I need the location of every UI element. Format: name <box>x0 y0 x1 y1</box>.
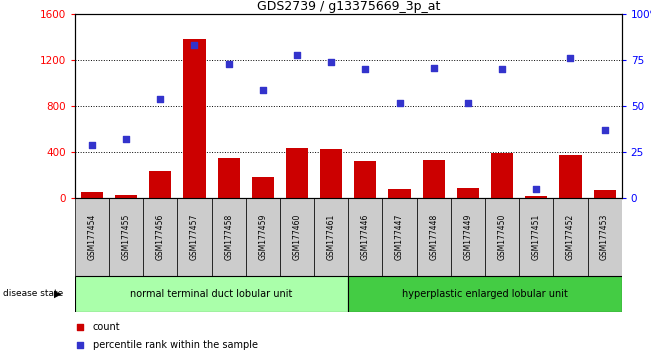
Text: GSM177453: GSM177453 <box>600 214 609 261</box>
Point <box>463 100 473 105</box>
Text: GSM177452: GSM177452 <box>566 214 575 260</box>
Bar <box>389 189 411 198</box>
Bar <box>184 40 206 198</box>
Text: GSM177458: GSM177458 <box>224 214 233 260</box>
Text: GSM177450: GSM177450 <box>497 214 506 261</box>
Text: normal terminal duct lobular unit: normal terminal duct lobular unit <box>130 289 293 299</box>
Text: GSM177451: GSM177451 <box>532 214 541 260</box>
Bar <box>587 198 622 276</box>
Bar <box>75 276 348 312</box>
Bar <box>354 161 376 198</box>
Point <box>223 61 234 67</box>
Point <box>497 67 507 72</box>
Point <box>256 121 266 126</box>
Point <box>326 59 337 65</box>
Text: GSM177456: GSM177456 <box>156 214 165 261</box>
Text: percentile rank within the sample: percentile rank within the sample <box>92 340 258 350</box>
Title: GDS2739 / g13375669_3p_at: GDS2739 / g13375669_3p_at <box>256 0 440 13</box>
Bar <box>81 192 103 198</box>
Text: GSM177460: GSM177460 <box>292 214 301 261</box>
Point <box>565 56 575 61</box>
Text: disease state: disease state <box>3 289 64 298</box>
Point <box>292 52 302 57</box>
Bar <box>348 198 382 276</box>
Bar <box>417 198 450 276</box>
Point <box>531 186 542 192</box>
Text: GSM177455: GSM177455 <box>122 214 131 261</box>
Point <box>395 100 405 105</box>
Bar <box>149 171 171 198</box>
Bar <box>519 198 553 276</box>
Bar <box>594 190 616 198</box>
Bar <box>143 198 177 276</box>
Bar <box>109 198 143 276</box>
Point <box>121 137 132 142</box>
Bar <box>320 149 342 198</box>
Bar <box>422 160 445 198</box>
Bar <box>286 148 308 198</box>
Text: GSM177457: GSM177457 <box>190 214 199 261</box>
Point <box>258 87 268 92</box>
Point <box>87 142 97 148</box>
Bar <box>485 198 519 276</box>
Bar <box>212 198 246 276</box>
Text: GSM177459: GSM177459 <box>258 214 268 261</box>
Bar <box>382 198 417 276</box>
Text: ▶: ▶ <box>54 289 62 299</box>
Bar <box>75 198 109 276</box>
Point <box>360 67 370 72</box>
Point <box>155 96 165 102</box>
Point <box>189 42 200 48</box>
Point <box>428 65 439 70</box>
Text: GSM177448: GSM177448 <box>429 214 438 260</box>
Bar <box>246 198 280 276</box>
Point <box>600 127 610 133</box>
Text: hyperplastic enlarged lobular unit: hyperplastic enlarged lobular unit <box>402 289 568 299</box>
Bar <box>280 198 314 276</box>
Bar <box>525 196 547 198</box>
Bar <box>348 276 622 312</box>
Text: GSM177454: GSM177454 <box>87 214 96 261</box>
Bar <box>553 198 587 276</box>
Bar <box>559 155 581 198</box>
Bar <box>252 177 274 198</box>
Bar <box>314 198 348 276</box>
Text: GSM177449: GSM177449 <box>464 214 473 261</box>
Bar <box>177 198 212 276</box>
Bar <box>450 198 485 276</box>
Bar <box>491 153 513 198</box>
Text: GSM177461: GSM177461 <box>327 214 336 260</box>
Text: count: count <box>92 322 120 332</box>
Point <box>256 282 266 287</box>
Bar <box>115 195 137 198</box>
Text: GSM177446: GSM177446 <box>361 214 370 261</box>
Bar <box>457 188 479 198</box>
Bar <box>217 158 240 198</box>
Text: GSM177447: GSM177447 <box>395 214 404 261</box>
